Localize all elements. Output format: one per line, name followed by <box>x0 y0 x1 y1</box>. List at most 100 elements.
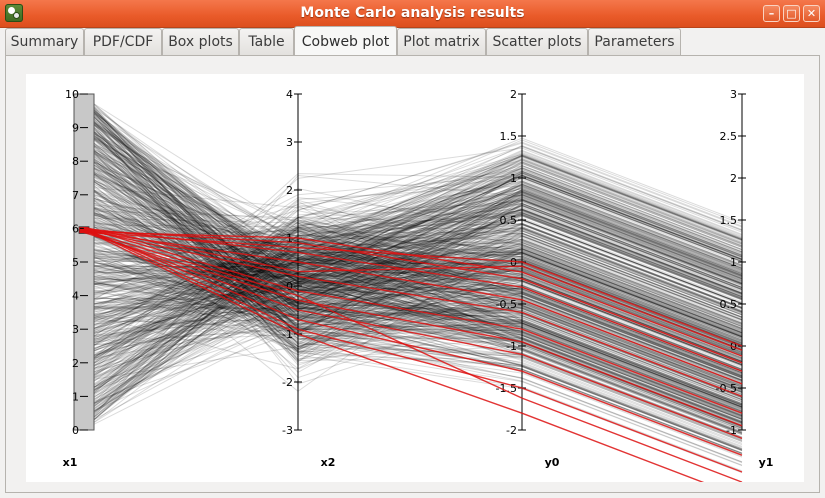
sample-line <box>83 249 743 366</box>
close-button[interactable]: ✕ <box>803 5 820 22</box>
sample-line <box>83 213 743 312</box>
sample-line <box>83 228 743 314</box>
sample-line <box>83 144 743 346</box>
sample-line <box>83 231 743 434</box>
sample-line <box>83 254 743 423</box>
sample-line <box>83 252 743 338</box>
sample-line <box>83 181 743 345</box>
sample-line <box>83 203 743 331</box>
sample-line <box>83 168 743 392</box>
tab-table[interactable]: Table <box>239 28 294 55</box>
sample-line <box>83 251 743 352</box>
sample-line <box>83 217 743 392</box>
sample-line <box>83 227 743 416</box>
sample-line <box>83 103 743 295</box>
sample-line <box>83 219 743 360</box>
sample-line <box>83 156 743 338</box>
sample-line <box>83 270 743 410</box>
sample-line <box>83 177 743 347</box>
x2-tick-label: -2 <box>282 376 293 389</box>
tab-plot-matrix[interactable]: Plot matrix <box>397 28 486 55</box>
sample-line <box>83 325 743 411</box>
axis-labels: x1 x2 y0 y1 <box>63 456 774 469</box>
sample-line <box>83 223 743 363</box>
tab-scatter-plots[interactable]: Scatter plots <box>486 28 588 55</box>
sample-line <box>83 230 743 359</box>
sample-line <box>83 167 743 279</box>
tab-parameters[interactable]: Parameters <box>588 28 681 55</box>
sample-line <box>83 100 743 285</box>
sample-line <box>83 171 743 257</box>
tab-cobweb-plot[interactable]: Cobweb plot <box>294 26 397 55</box>
sample-line <box>83 255 743 463</box>
sample-line <box>83 278 743 434</box>
sample-line <box>83 291 743 377</box>
sample-line <box>83 123 743 432</box>
sample-line <box>83 309 743 433</box>
tab-box-plots[interactable]: Box plots <box>162 28 239 55</box>
sample-line <box>83 143 743 355</box>
sample-line <box>83 204 743 374</box>
sample-line <box>83 208 743 370</box>
sample-line <box>83 132 743 362</box>
sample-line <box>83 203 743 406</box>
sample-line <box>83 102 743 454</box>
sample-line <box>83 198 743 426</box>
sample-line <box>83 112 743 424</box>
sample-line <box>83 110 743 451</box>
sample-line <box>83 167 743 257</box>
sample-line <box>83 237 743 424</box>
sample-line <box>83 125 743 328</box>
sample-line <box>83 283 743 381</box>
sample-line <box>83 221 743 368</box>
sample-line <box>83 235 743 402</box>
sample-line <box>83 241 743 423</box>
sample-line <box>83 232 743 378</box>
sample-line <box>83 177 743 433</box>
sample-line <box>83 199 743 326</box>
x1-tick-label: 9 <box>72 122 79 135</box>
sample-line <box>83 147 743 374</box>
sample-line <box>83 293 743 383</box>
sample-line <box>83 178 743 365</box>
sample-line <box>83 237 743 394</box>
sample-line <box>83 244 743 370</box>
sample-line <box>83 185 743 295</box>
sample-line <box>83 242 743 397</box>
sample-line <box>83 230 743 408</box>
sample-line <box>83 112 743 433</box>
title-bar[interactable]: Monte Carlo analysis results – □ ✕ <box>0 0 825 28</box>
sample-line <box>83 125 743 436</box>
y0-tick-label: -0.5 <box>496 298 517 311</box>
sample-line <box>83 248 743 415</box>
sample-line <box>83 192 743 359</box>
sample-line <box>83 194 743 371</box>
sample-line <box>83 203 743 397</box>
x1-tick-label: 6 <box>72 222 79 235</box>
sample-line <box>83 185 743 327</box>
maximize-button[interactable]: □ <box>783 5 800 22</box>
x1-tick-label: 1 <box>72 390 79 403</box>
sample-line <box>83 186 743 296</box>
sample-line <box>83 168 743 425</box>
y1-tick-label: 1 <box>730 256 737 269</box>
sample-line <box>83 267 743 406</box>
y1-tick-label: 3 <box>730 88 737 101</box>
tab-summary[interactable]: Summary <box>5 28 84 55</box>
minimize-button[interactable]: – <box>763 5 780 22</box>
sample-line <box>83 208 743 321</box>
sample-line <box>83 228 743 458</box>
sample-line <box>83 154 743 308</box>
y0-tick-label: 0 <box>510 256 517 269</box>
sample-line <box>83 292 743 394</box>
sample-line <box>83 156 743 318</box>
sample-line <box>83 205 743 316</box>
sample-line <box>83 112 743 355</box>
cobweb-plot[interactable]: 012345678910-3-2-101234-2-1.5-1-0.500.51… <box>26 74 804 482</box>
sample-line <box>83 226 743 395</box>
tab-pdf-cdf[interactable]: PDF/CDF <box>84 28 162 55</box>
sample-line <box>83 106 743 371</box>
sample-line <box>83 223 743 342</box>
sample-line <box>83 273 743 376</box>
sample-line <box>83 205 743 405</box>
